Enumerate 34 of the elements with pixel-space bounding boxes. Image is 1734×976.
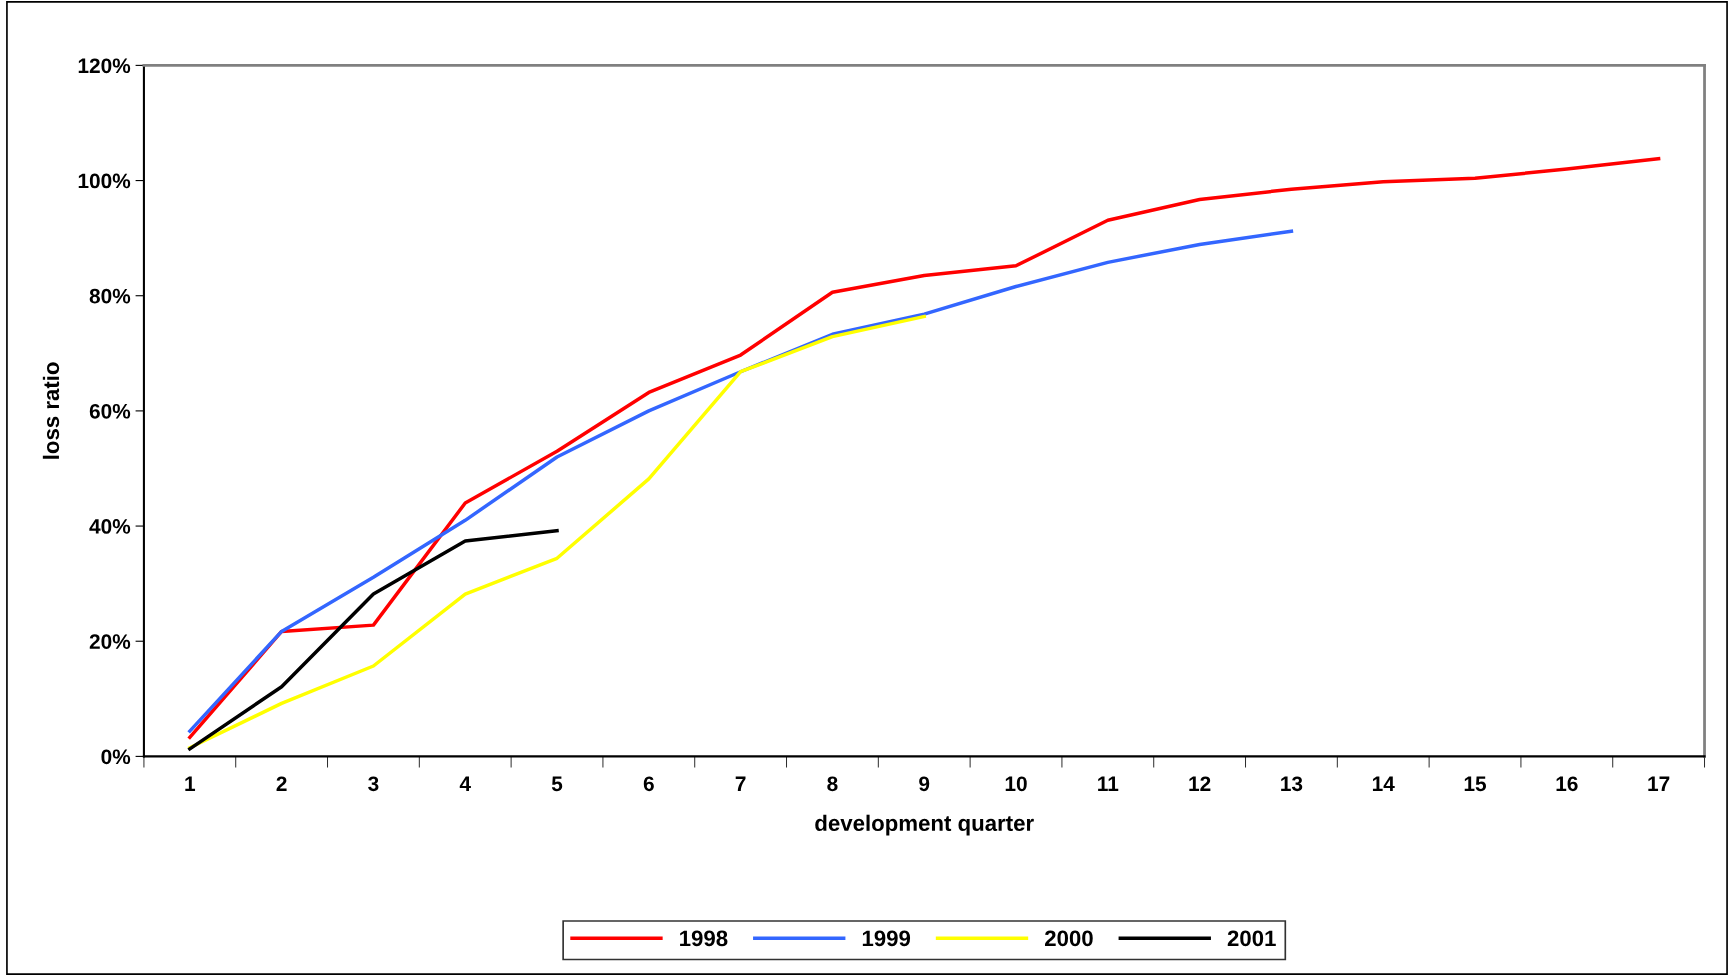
legend-label: 1999 — [862, 930, 911, 947]
y-tick-label: 20% — [89, 634, 131, 649]
y-tick-label: 40% — [89, 519, 131, 534]
x-tick-label: 15 — [1464, 776, 1487, 792]
line-series — [188, 314, 926, 750]
y-tick-label: 60% — [89, 403, 131, 419]
x-tick-label: 2 — [276, 776, 287, 791]
line-series — [188, 528, 559, 751]
x-tick-label: 5 — [551, 776, 563, 792]
x-tick-label: 16 — [1556, 776, 1578, 792]
x-tick-label: 14 — [1372, 776, 1395, 791]
x-tick-label: 1 — [185, 776, 196, 791]
y-axis-title: loss ratio — [42, 362, 60, 459]
x-tick-label: 7 — [735, 776, 746, 791]
x-tick-label: 3 — [368, 776, 379, 792]
legend-label: 1998 — [680, 930, 728, 947]
x-tick-label: 11 — [1098, 776, 1119, 791]
y-tick-label: 0% — [101, 749, 131, 765]
x-tick-label: 10 — [1005, 776, 1027, 792]
line-series — [188, 156, 1661, 740]
line-series — [188, 229, 1294, 733]
x-tick-label: 8 — [827, 776, 838, 792]
x-tick-label: 4 — [459, 776, 471, 791]
legend-label: 2000 — [1044, 930, 1093, 947]
legend-label: 2001 — [1227, 930, 1276, 947]
x-tick-label: 9 — [919, 776, 930, 792]
x-tick-label: 6 — [643, 776, 654, 792]
y-tick-label: 80% — [89, 288, 131, 304]
x-axis-title: development quarter — [815, 814, 1034, 836]
y-tick-label: 120% — [78, 58, 131, 74]
y-tick-label: 100% — [78, 173, 131, 189]
x-tick-label: 13 — [1281, 776, 1303, 792]
x-tick-label: 12 — [1189, 776, 1211, 791]
x-tick-label: 17 — [1648, 776, 1670, 791]
